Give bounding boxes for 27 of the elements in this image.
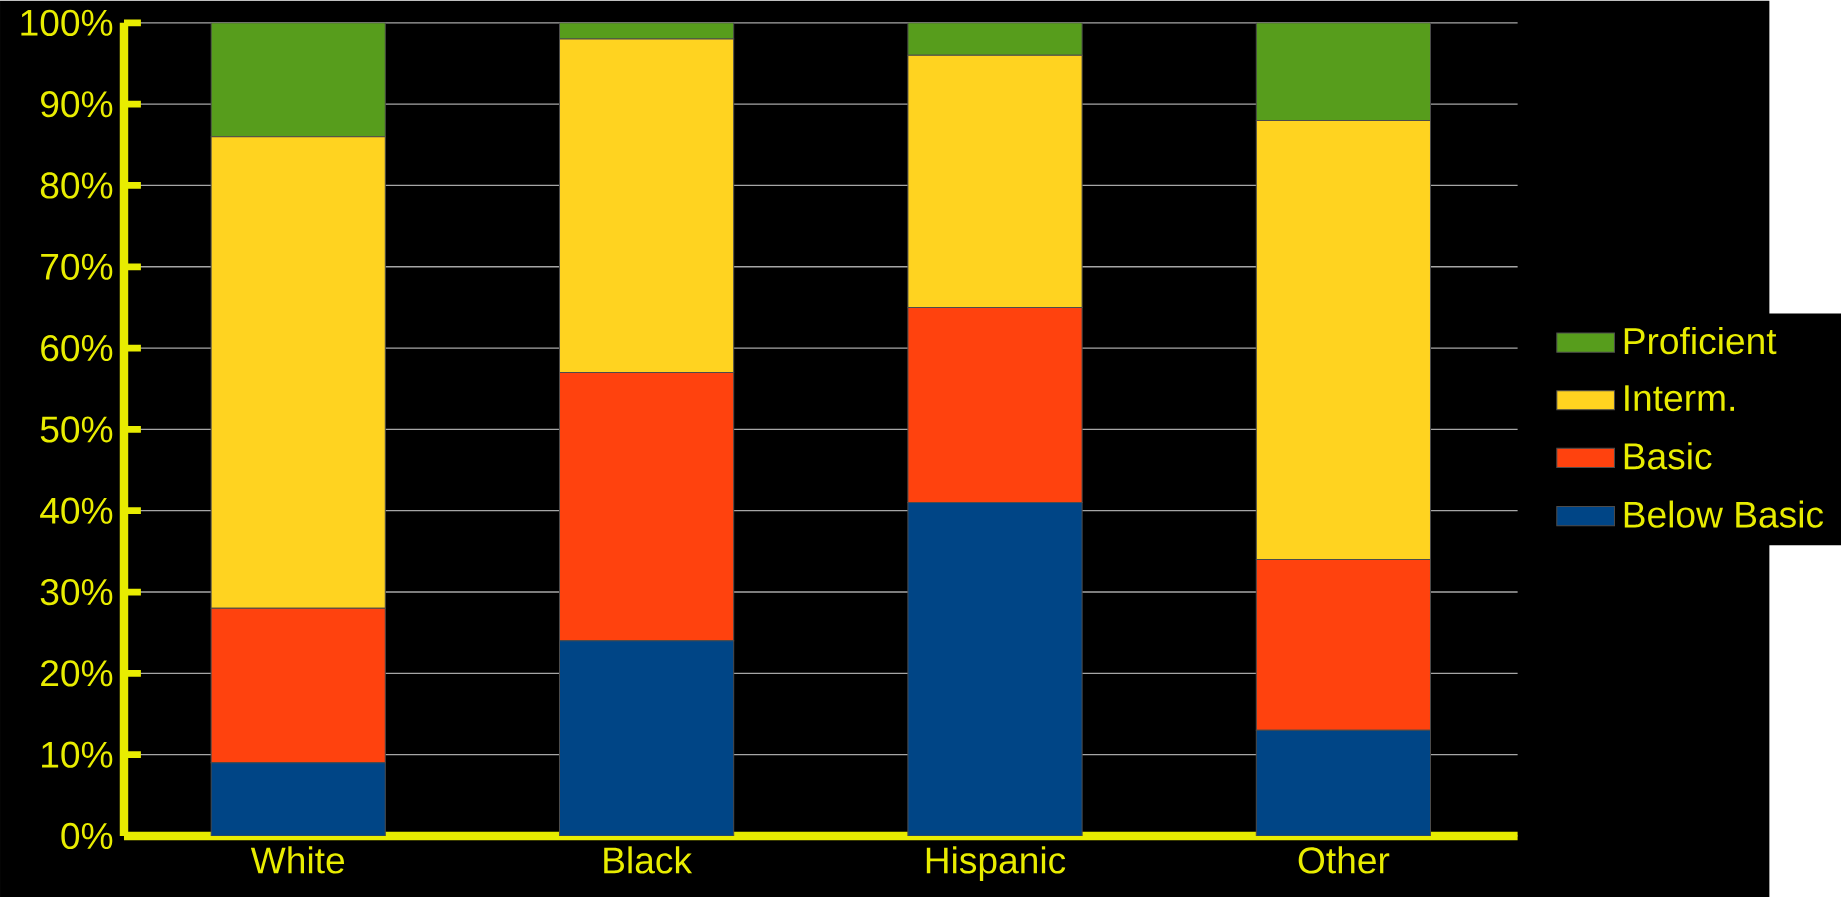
x-tick-label: Hispanic [926, 846, 1066, 881]
y-tick-label: 50% [40, 416, 113, 443]
y-tick-label: 100% [21, 9, 113, 36]
x-tick-label: Other [1298, 846, 1390, 874]
bar [1255, 22, 1432, 121]
x-tick-label: White [250, 846, 345, 874]
bar [907, 501, 1083, 836]
y-tick-label: 90% [41, 90, 113, 118]
y-tick-label: 80% [40, 172, 113, 199]
y-tick-label: 60% [41, 334, 113, 362]
bar [210, 22, 386, 137]
legend-label: Basic [1624, 442, 1712, 470]
bar [558, 640, 735, 836]
y-tick-label: 40% [40, 497, 113, 524]
x-tick-label: Black [604, 846, 693, 874]
legend-label: Below Basic [1624, 500, 1824, 528]
y-tick-label: 70% [41, 253, 113, 280]
bar [558, 22, 735, 40]
bar [210, 762, 386, 836]
bar [1255, 729, 1432, 836]
y-tick-label: 30% [40, 578, 113, 605]
y-tick-label: 20% [41, 659, 113, 687]
y-tick-label: 10% [42, 741, 113, 768]
legend-label: Proficient [1624, 326, 1777, 355]
legend-label: Interm. [1625, 385, 1734, 411]
y-tick-label: 0% [61, 822, 113, 849]
bar [907, 22, 1083, 56]
